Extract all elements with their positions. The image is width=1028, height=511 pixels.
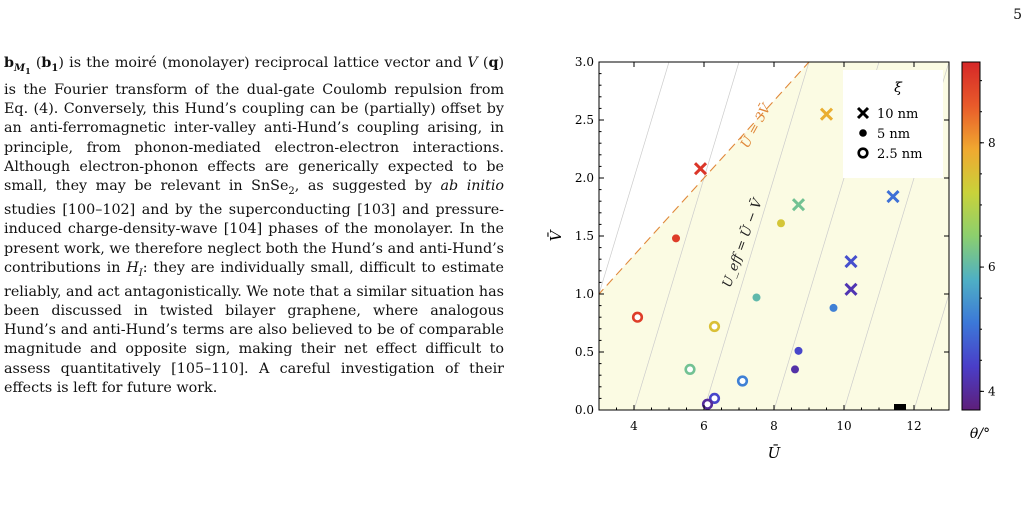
data-point-ring (701, 398, 714, 410)
legend-ring-icon (857, 147, 869, 159)
data-point-dot (829, 303, 838, 312)
body-paragraph: bM1 (b1) is the moiré (monolayer) recipr… (4, 55, 505, 396)
colorbar-tick-label: 8 (988, 136, 996, 150)
contour-line (633, 62, 740, 410)
colorbar-label: θ/° (970, 426, 990, 442)
data-point-ring (631, 311, 644, 323)
x-axis-label: Ū (768, 444, 782, 462)
data-point-dot (791, 365, 799, 374)
data-point-cross (693, 162, 708, 176)
legend-label: 5 nm (877, 127, 910, 142)
y-tick-label: 0.0 (575, 403, 594, 417)
colorbar (961, 61, 981, 411)
x-tick-label: 12 (906, 419, 921, 433)
data-point-dot (752, 293, 761, 302)
contour-line (913, 292, 949, 410)
moire-reciprocal-vector: bM1 (4, 55, 31, 76)
legend-title: ξ (894, 80, 903, 96)
y-axis-label: V̄ (547, 228, 565, 241)
data-point-ring (708, 392, 721, 405)
monolayer-reciprocal-vector: b1 (41, 55, 59, 74)
x-tick-label: 10 (836, 419, 851, 433)
data-point-ring (708, 320, 721, 333)
y-tick-label: 1.5 (575, 229, 594, 243)
data-point-dot (794, 346, 803, 355)
phase-diagram-figure: Ū = 3V̄ U_eff = Ū − V̄ 4 6 8 10 12 0.0 0.5 1.0 1.… (540, 48, 1020, 492)
legend-label: 10 nm (877, 107, 918, 122)
scatter-chart: Ū = 3V̄U_eff = Ū − V̄ 4 6 8 10 120.00.51.01.… (547, 55, 996, 462)
data-point-cross (791, 198, 806, 212)
data-point-cross (819, 107, 834, 121)
data-point-square (894, 404, 906, 410)
legend-dot-icon (859, 129, 867, 137)
contour-line (599, 62, 670, 296)
contour-line (703, 62, 810, 410)
data-point-cross (844, 254, 858, 269)
legend-box (843, 70, 943, 178)
data-point-cross (886, 189, 900, 204)
legend-cross-icon (856, 106, 870, 120)
x-tick-label: 6 (700, 419, 708, 433)
y-tick-label: 1.0 (575, 287, 594, 301)
y-tick-label: 2.0 (575, 171, 594, 185)
data-point-ring (684, 363, 696, 376)
colorbar-tick-label: 6 (988, 260, 996, 274)
x-tick-label: 4 (630, 419, 638, 433)
y-tick-label: 3.0 (575, 55, 594, 69)
data-point-dot (777, 219, 785, 228)
data-point-cross (844, 282, 858, 296)
colorbar-tick-label: 4 (988, 384, 996, 398)
y-tick-label: 2.5 (575, 113, 594, 127)
x-tick-label: 8 (770, 419, 778, 433)
data-point-ring (736, 375, 749, 387)
data-point-dot (672, 234, 680, 243)
ab-initio-text: ab initio (440, 178, 505, 195)
y-tick-label: 0.5 (575, 345, 594, 359)
page-number: 5 (1013, 7, 1022, 23)
legend-label: 2.5 nm (877, 147, 923, 162)
